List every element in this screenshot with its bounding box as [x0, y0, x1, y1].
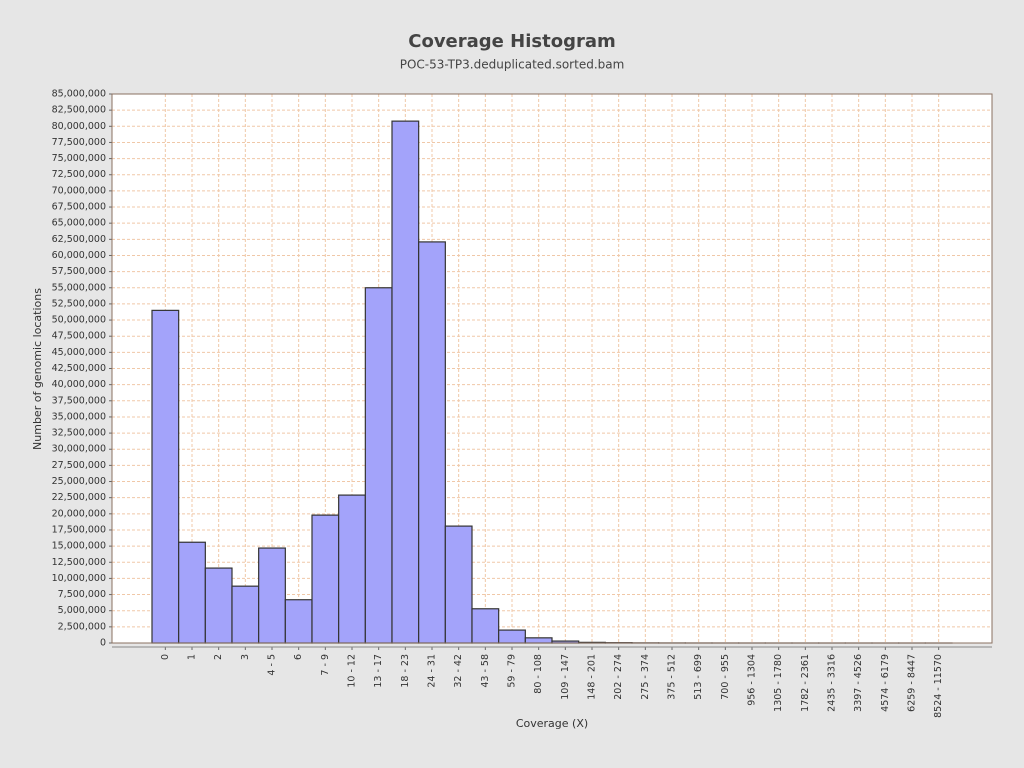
y-tick-label: 70,000,000	[52, 185, 106, 196]
bar	[364, 287, 393, 644]
bar	[444, 525, 473, 644]
y-tick-label: 10,000,000	[52, 573, 106, 584]
y-tick-label: 60,000,000	[52, 250, 106, 261]
y-tick-label: 82,500,000	[52, 105, 106, 116]
y-tick-label: 17,500,000	[52, 524, 106, 535]
x-tick-label: 513 - 699	[693, 654, 704, 700]
x-tick-label: 13 - 17	[373, 654, 384, 688]
y-tick-label: 27,500,000	[52, 460, 106, 471]
chart-subtitle: POC-53-TP3.deduplicated.sorted.bam	[400, 58, 625, 72]
bar	[231, 585, 260, 644]
x-tick-label: 2435 - 3316	[827, 654, 838, 712]
chart-title: Coverage Histogram	[408, 31, 615, 52]
y-tick-label: 67,500,000	[52, 202, 106, 213]
y-tick-label: 62,500,000	[52, 234, 106, 245]
x-tick-label: 43 - 58	[480, 654, 491, 688]
y-tick-label: 50,000,000	[52, 315, 106, 326]
bar	[284, 599, 313, 644]
y-tick-label: 52,500,000	[52, 298, 106, 309]
x-tick-label: 375 - 512	[667, 654, 678, 700]
y-tick-label: 40,000,000	[52, 379, 106, 390]
x-tick-label: 2	[213, 654, 224, 660]
bar	[524, 637, 553, 644]
bar	[178, 541, 206, 644]
x-tick-label: 6	[293, 654, 304, 660]
y-tick-label: 15,000,000	[52, 541, 106, 552]
x-tick-label: 956 - 1304	[747, 654, 758, 706]
y-tick-label: 42,500,000	[52, 363, 106, 374]
x-tick-label: 8524 - 11570	[933, 654, 944, 718]
x-tick-label: 1305 - 1780	[773, 654, 784, 712]
y-tick-label: 30,000,000	[52, 444, 106, 455]
x-tick-label: 275 - 374	[640, 654, 651, 700]
bar	[204, 567, 233, 644]
bar	[338, 494, 366, 644]
x-tick-label: 7 - 9	[320, 654, 331, 676]
y-tick-label: 65,000,000	[52, 218, 106, 229]
y-tick-label: 57,500,000	[52, 266, 106, 277]
bar	[418, 241, 446, 644]
x-tick-label: 59 - 79	[507, 654, 518, 688]
bar	[471, 608, 500, 644]
x-tick-label: 1	[187, 654, 198, 660]
y-tick-label: 85,000,000	[52, 89, 106, 100]
bar	[311, 514, 340, 644]
x-axis-label: Coverage (X)	[516, 717, 588, 730]
x-tick-label: 6259 - 8447	[907, 654, 918, 712]
x-tick-label: 1782 - 2361	[800, 654, 811, 712]
y-tick-label: 37,500,000	[52, 395, 106, 406]
x-tick-label: 18 - 23	[400, 654, 411, 688]
x-tick-label: 24 - 31	[427, 654, 438, 688]
x-tick-label: 202 - 274	[613, 654, 624, 700]
y-tick-label: 0	[100, 638, 106, 649]
x-tick-label: 109 - 147	[560, 654, 571, 700]
plot-border	[111, 93, 993, 644]
x-tick-label: 4574 - 6179	[880, 654, 891, 712]
x-tick-label: 0	[160, 654, 171, 660]
y-tick-label: 32,500,000	[52, 428, 106, 439]
x-tick-label: 3397 - 4526	[853, 654, 864, 712]
x-tick-label: 4 - 5	[267, 654, 278, 676]
y-tick-label: 77,500,000	[52, 137, 106, 148]
x-tick-label: 148 - 201	[587, 654, 598, 700]
y-tick-label: 20,000,000	[52, 508, 106, 519]
x-tick-label: 3	[240, 654, 251, 660]
y-tick-label: 2,500,000	[58, 621, 106, 632]
y-tick-label: 45,000,000	[52, 347, 106, 358]
bar	[498, 629, 526, 644]
y-tick-label: 7,500,000	[58, 589, 106, 600]
y-tick-label: 75,000,000	[52, 153, 106, 164]
y-axis-label: Number of genomic locations	[31, 288, 44, 450]
x-tick-label: 700 - 955	[720, 654, 731, 700]
y-tick-label: 12,500,000	[52, 557, 106, 568]
y-tick-label: 55,000,000	[52, 282, 106, 293]
y-tick-label: 5,000,000	[58, 605, 106, 616]
bar	[151, 309, 180, 644]
bar	[391, 120, 420, 644]
x-tick-label: 80 - 108	[533, 654, 544, 694]
bar	[258, 547, 286, 644]
y-tick-label: 22,500,000	[52, 492, 106, 503]
x-tick-label: 10 - 12	[347, 654, 358, 688]
x-tick-label: 32 - 42	[453, 654, 464, 688]
y-tick-label: 35,000,000	[52, 411, 106, 422]
y-tick-label: 25,000,000	[52, 476, 106, 487]
y-tick-label: 72,500,000	[52, 169, 106, 180]
y-tick-label: 47,500,000	[52, 331, 106, 342]
y-tick-label: 80,000,000	[52, 121, 106, 132]
